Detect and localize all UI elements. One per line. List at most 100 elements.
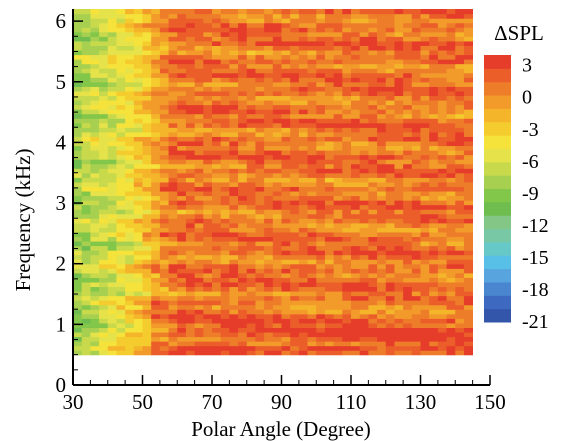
heatmap-cell: [212, 190, 222, 197]
heatmap-cell: [264, 218, 274, 224]
heatmap-cell: [455, 200, 465, 206]
heatmap-cell: [290, 31, 300, 37]
heatmap-cell: [420, 263, 430, 269]
heatmap-cell: [142, 218, 152, 224]
heatmap-cell: [429, 72, 439, 78]
heatmap-cell: [281, 195, 291, 201]
heatmap-cell: [185, 63, 196, 69]
heatmap-cell: [420, 218, 430, 224]
heatmap-cell: [125, 118, 135, 124]
heatmap-cell: [394, 250, 404, 256]
heatmap-cell: [463, 136, 473, 142]
heatmap-cell: [185, 145, 196, 151]
heatmap-cell: [73, 13, 83, 19]
heatmap-cell: [394, 295, 404, 301]
heatmap-cell: [220, 140, 230, 147]
heatmap-cell: [107, 131, 118, 137]
heatmap-cell: [298, 204, 309, 210]
heatmap-cell: [255, 190, 265, 197]
heatmap-cell: [272, 209, 283, 215]
heatmap-cell: [151, 54, 161, 60]
heatmap-cell: [246, 263, 257, 269]
heatmap-cell: [142, 131, 152, 137]
heatmap-cell: [212, 77, 222, 83]
heatmap-cell: [359, 318, 369, 324]
heatmap-cell: [411, 291, 422, 297]
heatmap-cell: [107, 159, 118, 165]
heatmap-cell: [238, 113, 248, 119]
heatmap-cell: [238, 140, 248, 147]
heatmap-cell: [151, 77, 161, 83]
heatmap-cell: [316, 36, 326, 42]
heatmap-cell: [168, 59, 178, 65]
heatmap-cell: [316, 327, 326, 333]
heatmap-cell: [107, 318, 118, 324]
heatmap-cell: [403, 313, 413, 319]
heatmap-cell: [385, 36, 396, 42]
heatmap-cell: [307, 36, 317, 42]
heatmap-cell: [281, 159, 291, 165]
heatmap-cell: [177, 227, 187, 233]
heatmap-cell: [151, 195, 161, 201]
heatmap-cell: [125, 49, 135, 56]
heatmap-cell: [333, 72, 343, 78]
heatmap-cell: [142, 159, 152, 165]
heatmap-cell: [403, 195, 413, 201]
colorbar-tick-label: -21: [522, 311, 549, 333]
heatmap-cell: [168, 45, 178, 51]
heatmap-cell: [159, 145, 170, 151]
heatmap-cell: [368, 81, 378, 87]
heatmap-cell: [264, 145, 274, 151]
heatmap-cell: [394, 213, 404, 219]
heatmap-cell: [255, 95, 265, 101]
heatmap-cell: [220, 345, 230, 351]
heatmap-cell: [159, 63, 170, 69]
heatmap-cell: [455, 309, 465, 315]
heatmap-cell: [142, 140, 152, 147]
heatmap-cell: [342, 304, 352, 310]
heatmap-cell: [81, 213, 91, 219]
heatmap-cell: [116, 177, 126, 183]
heatmap-cell: [90, 49, 100, 56]
heatmap-cell: [203, 145, 213, 151]
heatmap-cell: [185, 281, 196, 288]
heatmap-cell: [420, 227, 430, 233]
heatmap-cell: [125, 350, 135, 356]
x-tick-label: 30: [63, 390, 84, 414]
heatmap-cell: [99, 236, 109, 242]
heatmap-cell: [429, 186, 439, 192]
heatmap-cell: [185, 59, 196, 65]
heatmap-cell: [238, 341, 248, 347]
heatmap-cell: [385, 172, 396, 178]
heatmap-cell: [125, 59, 135, 65]
heatmap-cell: [168, 86, 178, 92]
heatmap-cell: [437, 272, 448, 278]
heatmap-cell: [281, 309, 291, 315]
heatmap-cell: [229, 313, 239, 319]
heatmap-cell: [107, 195, 118, 201]
heatmap-cell: [351, 204, 361, 210]
heatmap-cell: [255, 331, 265, 338]
heatmap-cell: [99, 95, 109, 101]
heatmap-cell: [429, 90, 439, 97]
heatmap-cell: [107, 109, 118, 115]
heatmap-cell: [411, 236, 422, 242]
heatmap-cell: [290, 331, 300, 338]
heatmap-cell: [255, 40, 265, 46]
heatmap-cell: [168, 213, 178, 219]
heatmap-cell: [455, 231, 465, 238]
heatmap-cell: [368, 186, 378, 192]
heatmap-cell: [99, 341, 109, 347]
heatmap-cell: [255, 300, 265, 306]
heatmap-cell: [394, 99, 404, 106]
heatmap-cell: [90, 18, 100, 24]
heatmap-cell: [324, 81, 335, 87]
heatmap-cell: [463, 350, 473, 356]
heatmap-cell: [429, 86, 439, 92]
heatmap-cell: [368, 259, 378, 265]
heatmap-cell: [394, 95, 404, 101]
heatmap-cell: [246, 218, 257, 224]
heatmap-cell: [73, 163, 83, 169]
heatmap-cell: [359, 204, 369, 210]
heatmap-cell: [159, 18, 170, 24]
